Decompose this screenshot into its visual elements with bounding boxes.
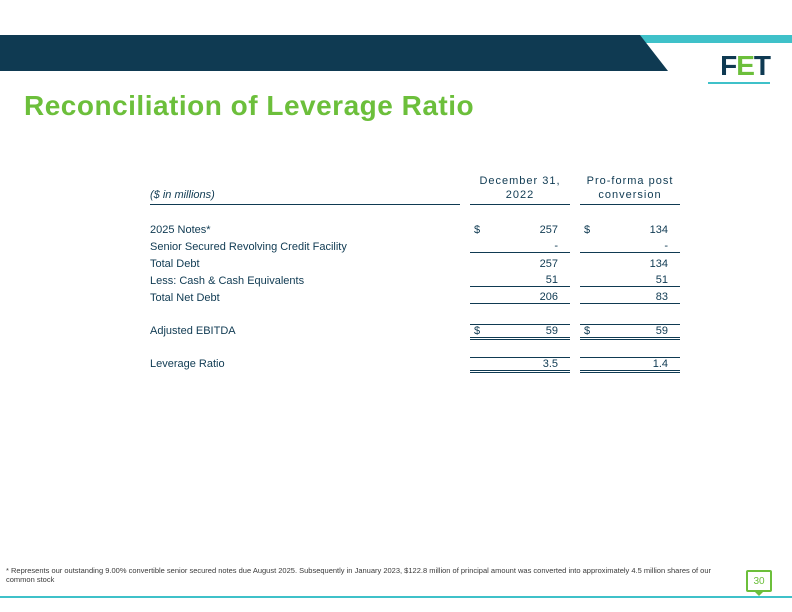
table-body: 2025 Notes* $257 $134 Senior Secured Rev… xyxy=(150,221,680,372)
row-total-debt: Total Debt 257 134 xyxy=(150,255,680,272)
footer-bar xyxy=(0,596,792,598)
row-leverage-ratio: Leverage Ratio 3.5 1.4 xyxy=(150,355,680,372)
col1-header-line2: 2022 xyxy=(470,189,570,205)
row-adjusted-ebitda: Adjusted EBITDA $59 $59 xyxy=(150,322,680,339)
page-number-badge: 30 xyxy=(746,570,772,592)
unit-label: ($ in millions) xyxy=(150,189,460,205)
logo: FET xyxy=(720,50,770,82)
table-header-row2: ($ in millions) 2022 conversion xyxy=(150,187,680,205)
logo-underline xyxy=(708,82,770,84)
col2-header-line1: Pro-forma post xyxy=(580,175,680,187)
page-title: Reconciliation of Leverage Ratio xyxy=(24,90,474,122)
footnote: * Represents our outstanding 9.00% conve… xyxy=(6,566,732,584)
col1-header-line1: December 31, xyxy=(470,175,570,187)
row-2025-notes: 2025 Notes* $257 $134 xyxy=(150,221,680,238)
header-bar xyxy=(0,35,792,71)
logo-letter-e: E xyxy=(736,50,754,81)
row-net-debt: Total Net Debt 206 83 xyxy=(150,289,680,306)
leverage-table: December 31, Pro-forma post ($ in millio… xyxy=(150,175,680,372)
col2-header-line2: conversion xyxy=(580,189,680,205)
header-accent-navy xyxy=(0,35,640,71)
row-less-cash: Less: Cash & Cash Equivalents 51 51 xyxy=(150,272,680,289)
table-header-row1: December 31, Pro-forma post xyxy=(150,175,680,187)
logo-letter-f: F xyxy=(720,50,736,81)
row-revolver: Senior Secured Revolving Credit Facility… xyxy=(150,238,680,255)
logo-letter-t: T xyxy=(754,50,770,81)
